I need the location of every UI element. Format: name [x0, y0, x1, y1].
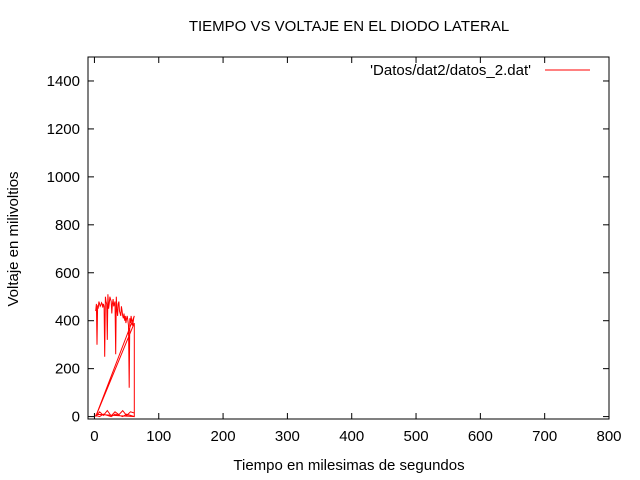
legend-label: 'Datos/dat2/datos_2.dat': [370, 62, 531, 79]
y-tick-label: 0: [72, 409, 80, 426]
y-tick-label: 400: [55, 313, 80, 330]
x-tick-label: 400: [339, 428, 364, 445]
x-axis-label: Tiempo en milesimas de segundos: [233, 457, 464, 474]
x-tick-label: 0: [90, 428, 98, 445]
x-tick-label: 100: [146, 428, 171, 445]
y-tick-label: 800: [55, 217, 80, 234]
x-tick-label: 200: [211, 428, 236, 445]
x-tick-label: 300: [275, 428, 300, 445]
y-tick-label: 600: [55, 265, 80, 282]
y-tick-label: 1000: [47, 169, 80, 186]
plot-area: [95, 294, 135, 418]
x-tick-label: 700: [532, 428, 557, 445]
chart-title: TIEMPO VS VOLTAJE EN EL DIODO LATERAL: [189, 18, 509, 35]
y-axis-label: Voltaje en milivoltios: [5, 171, 22, 306]
axis-ticks: 0 100 200 300 400 500 600 700 800 0 200 400 600 800 10…: [47, 57, 622, 445]
data-series-line: [95, 294, 135, 418]
y-tick-label: 1400: [47, 73, 80, 90]
x-tick-label: 800: [596, 428, 621, 445]
x-tick-label: 500: [404, 428, 429, 445]
y-tick-label: 200: [55, 361, 80, 378]
y-tick-label: 1200: [47, 121, 80, 138]
legend: 'Datos/dat2/datos_2.dat': [370, 62, 590, 79]
plot-frame: [87, 56, 610, 420]
x-tick-label: 600: [468, 428, 493, 445]
